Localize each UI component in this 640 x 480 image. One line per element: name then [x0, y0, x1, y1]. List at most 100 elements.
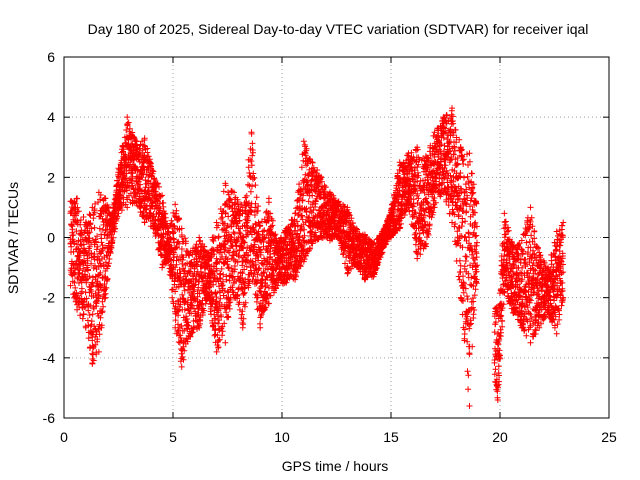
data-point: [141, 135, 148, 142]
x-axis-label: GPS time / hours: [282, 458, 389, 474]
data-point: [213, 219, 220, 226]
data-point: [102, 294, 109, 301]
data-point: [518, 237, 525, 244]
data-point: [132, 138, 139, 145]
data-point: [231, 294, 238, 301]
data-point: [248, 270, 255, 277]
data-point: [473, 279, 480, 286]
data-point: [95, 189, 102, 196]
data-point: [292, 210, 299, 217]
data-point: [239, 204, 246, 211]
data-point: [265, 300, 272, 307]
data-point: [326, 237, 333, 244]
data-point: [560, 219, 567, 226]
data-point: [74, 195, 81, 202]
data-point: [283, 279, 290, 286]
x-tick-label: 15: [383, 429, 399, 445]
data-point: [150, 225, 157, 232]
data-point: [361, 276, 368, 283]
data-point: [335, 234, 342, 241]
data-point: [457, 144, 464, 151]
data-point: [466, 402, 473, 409]
data-point: [527, 204, 534, 211]
data-point: [422, 243, 429, 250]
data-point: [449, 105, 456, 112]
data-point: [457, 294, 464, 301]
data-point: [396, 225, 403, 232]
data-point: [560, 294, 567, 301]
data-point: [544, 264, 551, 271]
y-tick-label: -6: [43, 410, 56, 426]
data-point: [124, 114, 131, 121]
data-point: [388, 207, 394, 214]
data-point: [159, 264, 166, 271]
y-axis-label: SDTVAR / TECUs: [5, 182, 21, 294]
data-point: [89, 204, 96, 211]
y-tick-label: 2: [47, 169, 55, 185]
data-point: [414, 255, 421, 262]
data-point: [473, 198, 480, 205]
data-point: [187, 333, 194, 340]
data-point: [300, 138, 307, 145]
data-point: [326, 189, 333, 196]
data-point: [510, 309, 517, 316]
data-point: [274, 240, 281, 247]
data-point: [248, 129, 255, 136]
y-tick-label: 0: [47, 230, 55, 246]
x-tick-label: 5: [169, 429, 177, 445]
data-point: [292, 276, 299, 283]
y-tick-label: 4: [47, 109, 55, 125]
y-tick-label: -4: [43, 350, 56, 366]
data-point: [318, 174, 325, 181]
y-tick-label: 6: [47, 49, 55, 65]
data-point: [440, 114, 447, 121]
data-point: [89, 360, 96, 367]
data-point: [165, 228, 172, 235]
data-point: [67, 282, 74, 289]
data-point: [405, 204, 412, 211]
data-point: [132, 198, 139, 205]
x-tick-label: 25: [601, 429, 617, 445]
data-point: [318, 234, 325, 241]
data-point: [379, 228, 386, 235]
data-point: [108, 240, 115, 247]
data-point: [196, 234, 203, 241]
data-point: [494, 396, 501, 403]
data-point: [431, 204, 438, 211]
data-point: [74, 306, 81, 313]
data-point: [82, 324, 89, 331]
data-point: [274, 282, 281, 289]
data-point: [222, 339, 229, 346]
x-tick-label: 20: [492, 429, 508, 445]
data-points: [67, 105, 567, 409]
data-point: [172, 201, 179, 208]
data-point: [196, 324, 203, 331]
data-point: [344, 204, 351, 211]
axes: 0 5 10 15 20 25 -6 -4 -2 0 2 4 6: [43, 49, 617, 445]
data-point: [501, 210, 508, 217]
x-tick-label: 10: [274, 429, 290, 445]
data-point: [172, 324, 179, 331]
data-point: [95, 348, 102, 355]
data-point: [231, 189, 238, 196]
data-point: [370, 273, 377, 280]
data-point: [141, 219, 148, 226]
data-point: [257, 222, 264, 229]
data-point: [527, 339, 534, 346]
data-point: [178, 225, 185, 232]
data-point: [300, 258, 307, 265]
data-point: [344, 270, 351, 277]
data-point: [335, 198, 342, 205]
data-point: [501, 288, 508, 295]
data-point: [518, 324, 525, 331]
data-point: [396, 159, 403, 166]
data-point: [370, 240, 377, 247]
data-point: [204, 249, 211, 256]
y-tick-label: -2: [43, 290, 56, 306]
data-point: [361, 231, 368, 238]
data-point: [405, 150, 412, 157]
data-point: [124, 204, 131, 211]
data-point: [494, 309, 501, 316]
data-point: [553, 330, 560, 337]
